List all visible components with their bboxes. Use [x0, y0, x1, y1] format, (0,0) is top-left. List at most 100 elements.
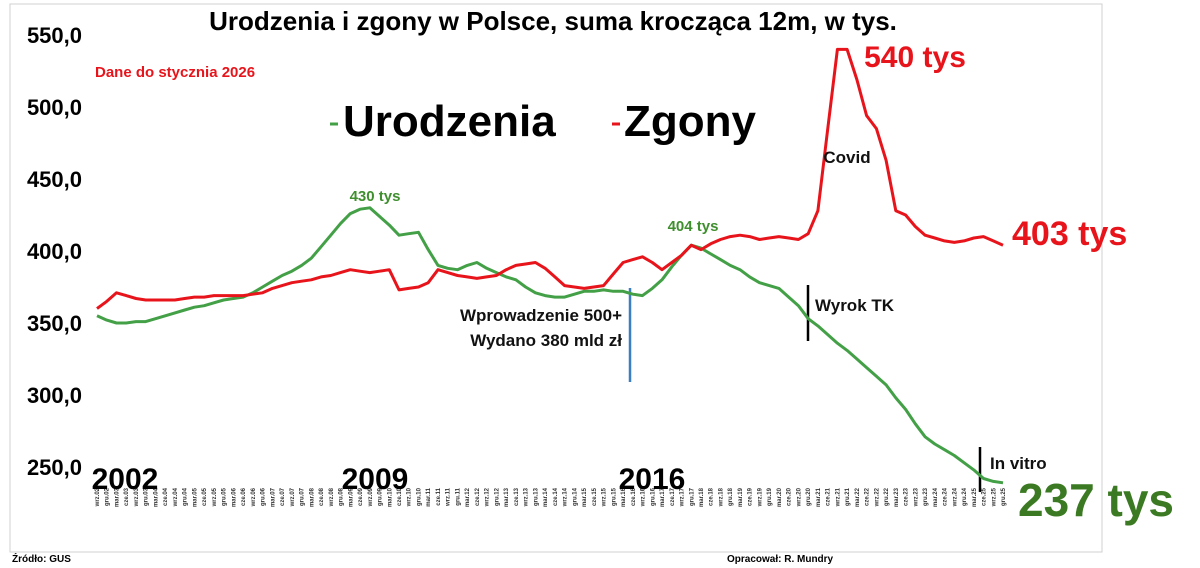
x-tick-label: mar.23	[894, 487, 900, 507]
x-tick-label: cze.05	[202, 487, 208, 506]
x-tick-label: gru.25	[1001, 487, 1007, 506]
x-tick-label: wrz.09	[368, 487, 374, 507]
x-tick-label: gru.21	[845, 487, 851, 506]
x-tick-label: wrz.06	[251, 487, 257, 507]
x-tick-label: gru.13	[533, 487, 539, 506]
x-tick-label: cze.12	[475, 487, 481, 506]
x-tick-label: gru.07	[300, 487, 306, 506]
x-tick-label: cze.16	[631, 487, 637, 506]
x-tick-label: wrz.20	[796, 487, 802, 507]
x-tick-label: mar.15	[582, 487, 588, 507]
x-tick-label: gru.02	[105, 487, 111, 506]
x-tick-label: gru.20	[806, 487, 812, 506]
x-tick-label: mar.10	[387, 487, 393, 507]
x-tick-label: gru.04	[183, 487, 189, 506]
x-tick-label: wrz.14	[563, 487, 569, 507]
annotation: Wprowadzenie 500+	[460, 306, 622, 325]
x-tick-label: gru.08	[339, 487, 345, 506]
x-tick-label: cze.06	[241, 487, 247, 506]
x-tick-label: wrz.08	[329, 487, 335, 507]
x-tick-label: wrz.05	[212, 487, 218, 507]
x-tick-label: cze.08	[319, 487, 325, 506]
y-tick-label: 350,0	[27, 311, 82, 336]
x-tick-label: mar.18	[699, 487, 705, 507]
x-tick-label: gru.16	[650, 487, 656, 506]
x-tick-label: cze.03	[124, 487, 130, 506]
series-line	[96, 47, 1004, 310]
x-tick-label: wrz.16	[641, 487, 647, 507]
x-tick-label: mar.22	[855, 487, 861, 507]
x-tick-label: wrz.13	[524, 487, 530, 507]
x-tick-label: mar.07	[270, 487, 276, 507]
x-tick-label: gru.22	[884, 487, 890, 506]
x-tick-label: gru.24	[962, 487, 968, 506]
x-tick-label: cze.20	[787, 487, 793, 506]
annotation: In vitro	[990, 454, 1047, 473]
x-tick-label: cze.19	[748, 487, 754, 506]
x-tick-label: mar.19	[738, 487, 744, 507]
x-tick-label: mar.04	[153, 487, 159, 507]
x-tick-label: cze.11	[436, 487, 442, 505]
x-tick-label: mar.14	[543, 487, 549, 507]
x-tick-label: mar.11	[426, 487, 432, 506]
source: Źródło: GUS	[12, 552, 71, 565]
x-tick-label: gru.09	[378, 487, 384, 506]
x-tick-label: cze.17	[670, 487, 676, 506]
x-tick-label: wrz.19	[757, 487, 763, 507]
x-tick-label: mar.12	[465, 487, 471, 507]
x-tick-label: gru.23	[923, 487, 929, 506]
x-tick-label: cze.24	[943, 487, 949, 506]
x-tick-label: wrz.10	[407, 487, 413, 507]
x-tick-label: cze.07	[280, 487, 286, 506]
x-tick-label: gru.14	[572, 487, 578, 506]
x-tick-label: wrz.04	[173, 487, 179, 507]
annotation: 430 tys	[350, 188, 401, 205]
credit: Opracował: R. Mundry	[727, 554, 834, 565]
x-tick-label: mar.13	[504, 487, 510, 507]
x-tick-label: mar.17	[660, 487, 666, 507]
annotation: 237 tys	[1018, 474, 1174, 526]
x-tick-label: cze.09	[358, 487, 364, 506]
x-tick-label: cze.21	[826, 487, 832, 506]
legend-label: Zgony	[624, 97, 757, 146]
x-tick-label: wrz.02	[95, 487, 101, 507]
x-tick-label: cze.10	[397, 487, 403, 506]
x-tick-label: mar.21	[816, 487, 822, 507]
x-tick-label: cze.22	[865, 487, 871, 506]
x-tick-label: cze.18	[709, 487, 715, 506]
annotation: 2009	[342, 463, 409, 496]
x-tick-label: gru.18	[728, 487, 734, 506]
x-tick-label: wrz.22	[874, 487, 880, 507]
y-tick-label: 450,0	[27, 167, 82, 192]
annotation: 403 tys	[1012, 215, 1127, 253]
x-tick-label: cze.15	[592, 487, 598, 506]
x-tick-label: mar.06	[231, 487, 237, 507]
x-tick-label: wrz.07	[290, 487, 296, 507]
x-tick-label: cze.25	[982, 487, 988, 506]
x-tick-label: mar.03	[114, 487, 120, 507]
y-tick-label: 500,0	[27, 95, 82, 120]
x-tick-label: gru.03	[144, 487, 150, 506]
x-tick-label: gru.11	[455, 487, 461, 505]
x-tick-label: wrz.25	[991, 487, 997, 507]
x-tick-label: gru.10	[416, 487, 422, 506]
x-tick-label: mar.05	[192, 487, 198, 507]
subtitle: Dane do stycznia 2026	[95, 64, 255, 81]
x-tick-label: mar.09	[348, 487, 354, 507]
x-tick-label: wrz.21	[835, 487, 841, 507]
x-tick-label: wrz.24	[952, 487, 958, 507]
x-tick-label: cze.04	[163, 487, 169, 506]
annotation: Wyrok TK	[815, 296, 895, 315]
x-tick-label: gru.05	[222, 487, 228, 506]
annotation: 540 tys	[864, 41, 966, 74]
x-tick-label: wrz.23	[913, 487, 919, 507]
chart-title: Urodzenia i zgony w Polsce, suma krocząc…	[209, 6, 897, 36]
x-tick-label: wrz.15	[602, 487, 608, 507]
x-tick-label: wrz.03	[134, 487, 140, 507]
x-tick-label: mar.16	[621, 487, 627, 507]
legend-label: Urodzenia	[343, 97, 556, 146]
x-tick-label: wrz.18	[718, 487, 724, 507]
x-tick-label: gru.06	[261, 487, 267, 506]
y-tick-label: 300,0	[27, 383, 82, 408]
